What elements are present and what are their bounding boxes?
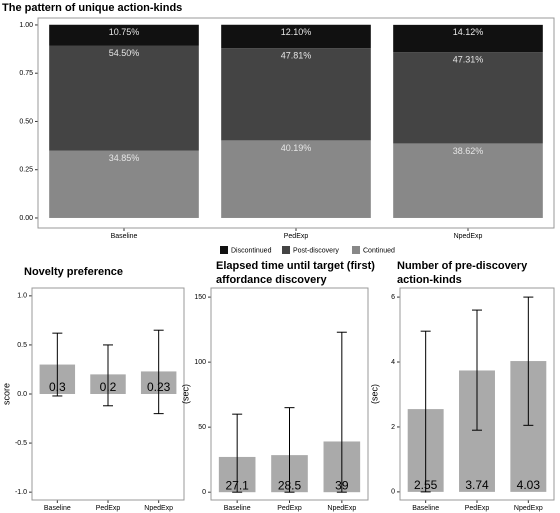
x-tick-label: NpedExp: [454, 233, 483, 240]
bar-segment: [49, 24, 199, 46]
y-tick-label: 150: [194, 294, 206, 301]
y-tick-label: 0: [391, 489, 395, 496]
y-axis-label: score: [1, 383, 11, 405]
x-tick-label: PedExp: [465, 505, 490, 512]
data-label: 40.19%: [281, 143, 312, 153]
data-label: 38.62%: [453, 146, 484, 156]
bar-segment: [221, 140, 371, 218]
y-tick-label: 2: [391, 424, 395, 431]
legend-swatch: [220, 246, 228, 254]
y-axis-label: (sec): [369, 384, 379, 404]
y-tick-label: 0.50: [19, 118, 33, 125]
bar-segment: [49, 150, 199, 218]
y-tick-label: 0.5: [17, 342, 27, 349]
x-tick-label: PedExp: [96, 505, 121, 512]
data-label: 0.23: [147, 380, 171, 394]
x-tick-label: Baseline: [224, 505, 251, 512]
x-tick-label: Baseline: [44, 505, 71, 512]
data-label: 54.50%: [109, 48, 140, 58]
y-tick-label: 1.0: [17, 293, 27, 300]
bar-segment: [221, 48, 371, 141]
data-label: 3.74: [465, 478, 489, 492]
y-tick-label: 0.75: [19, 70, 33, 77]
y-axis-label: (sec): [180, 384, 190, 404]
x-tick-label: NpedExp: [144, 505, 173, 512]
bar-segment: [221, 24, 371, 49]
bar-segment: [393, 143, 543, 218]
chart-title: affordance discovery: [216, 274, 328, 286]
y-tick-label: 0.0: [17, 391, 27, 398]
legend-label: Discontinued: [231, 247, 272, 254]
x-tick-label: PedExp: [284, 233, 309, 240]
y-tick-label: 6: [391, 294, 395, 301]
chart-title: Novelty preference: [24, 266, 123, 278]
y-tick-label: 100: [194, 359, 206, 366]
y-tick-label: -0.5: [15, 440, 27, 447]
data-label: 28.5: [278, 478, 302, 492]
x-tick-label: Baseline: [111, 233, 138, 240]
plot-frame: [31, 287, 185, 501]
bar-segment: [49, 45, 199, 151]
y-tick-label: 0.00: [19, 215, 33, 222]
x-tick-label: PedExp: [277, 505, 302, 512]
data-label: 47.81%: [281, 50, 312, 60]
data-label: 10.75%: [109, 27, 140, 37]
y-tick-label: 1.00: [19, 22, 33, 29]
chart-title: Number of pre-discovery: [397, 260, 528, 272]
data-label: 2.55: [414, 478, 438, 492]
y-tick-label: 0.25: [19, 167, 33, 174]
data-label: 14.12%: [453, 27, 484, 37]
data-label: 4.03: [517, 478, 541, 492]
data-label: 0.3: [49, 380, 66, 394]
bar-segment: [393, 52, 543, 144]
y-tick-label: 4: [391, 359, 395, 366]
y-tick-label: -1.0: [15, 489, 27, 496]
y-tick-label: 50: [198, 424, 206, 431]
x-tick-label: NpedExp: [327, 505, 356, 512]
plot-frame: [37, 17, 555, 229]
x-tick-label: Baseline: [412, 505, 439, 512]
plot-frame: [210, 287, 369, 501]
y-tick-label: 0: [202, 489, 206, 496]
legend-swatch: [282, 246, 290, 254]
plot-frame: [399, 287, 555, 501]
x-tick-label: NpedExp: [514, 505, 543, 512]
legend-swatch: [352, 246, 360, 254]
chart-title: action-kinds: [397, 274, 462, 286]
data-label: 47.31%: [453, 54, 484, 64]
bar-segment: [393, 24, 543, 53]
chart-title: Elapsed time until target (first): [216, 260, 375, 272]
legend-label: Continued: [363, 247, 395, 254]
data-label: 34.85%: [109, 153, 140, 163]
data-label: 27.1: [225, 478, 249, 492]
chart-title: The pattern of unique action-kinds: [2, 2, 182, 14]
data-label: 12.10%: [281, 27, 312, 37]
data-label: 39: [335, 478, 349, 492]
legend-label: Post-discovery: [293, 247, 339, 254]
data-label: 0.2: [100, 380, 117, 394]
